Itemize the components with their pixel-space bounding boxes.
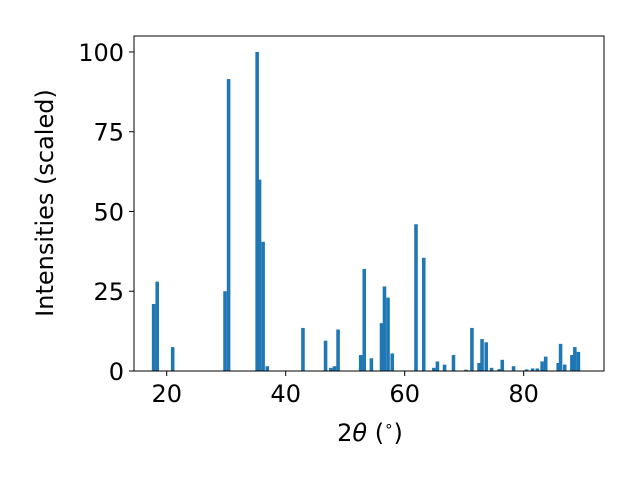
bar — [421, 257, 426, 371]
bar — [435, 361, 440, 371]
bar — [386, 297, 390, 371]
bar — [382, 286, 387, 371]
bar — [576, 351, 581, 371]
bar — [261, 241, 265, 371]
x-axis-label-theta: θ — [352, 419, 367, 447]
x-axis-label-unit: ( — [367, 419, 384, 447]
y-tick-label: 50 — [93, 198, 124, 226]
bar — [470, 327, 474, 371]
x-tick-label: 60 — [389, 380, 420, 408]
bars-layer — [151, 51, 581, 371]
bar — [155, 281, 159, 371]
bar — [477, 363, 481, 371]
bar — [369, 358, 374, 371]
y-tick-label: 25 — [93, 278, 124, 306]
x-axis-label-close: ) — [393, 419, 402, 447]
bar — [556, 363, 560, 371]
bar — [464, 369, 468, 371]
bar — [379, 323, 384, 371]
x-axis-label-degree: ∘ — [384, 417, 393, 435]
x-axis-label-main: 2 — [337, 419, 352, 447]
bar — [390, 353, 394, 371]
bar — [562, 364, 567, 371]
bar — [442, 364, 447, 371]
x-axis-label: 2θ (∘) — [337, 417, 403, 447]
bar — [570, 355, 574, 371]
bar — [489, 367, 494, 371]
bar — [223, 291, 227, 371]
bar — [497, 369, 502, 371]
bar — [323, 340, 328, 371]
y-tick-label: 0 — [109, 358, 124, 386]
x-tick-label: 40 — [270, 380, 301, 408]
bar — [524, 369, 529, 371]
bar — [151, 304, 156, 371]
bar — [226, 79, 231, 371]
plot-frame — [133, 35, 605, 372]
bar — [358, 355, 363, 371]
x-tick-label: 80 — [508, 380, 539, 408]
bar — [257, 179, 262, 371]
bar — [451, 355, 456, 371]
y-tick-label: 100 — [78, 39, 124, 67]
bar — [543, 356, 548, 371]
bar — [573, 347, 577, 371]
x-tick-label: 20 — [151, 380, 182, 408]
bar — [170, 347, 175, 371]
bar — [301, 327, 305, 371]
bar — [432, 367, 436, 371]
bar — [332, 366, 337, 371]
bar — [329, 367, 333, 371]
y-axis-label: Intensities (scaled) — [31, 89, 59, 317]
bar — [530, 368, 535, 371]
y-axis-ticks: 0 25 50 75 100 — [78, 39, 134, 386]
bar — [414, 224, 418, 371]
bar — [558, 343, 563, 371]
bar — [511, 366, 516, 371]
bar — [500, 359, 505, 371]
x-axis-ticks: 20 40 60 80 — [151, 371, 539, 408]
bar — [480, 339, 484, 371]
bar — [336, 329, 340, 371]
y-tick-label: 75 — [93, 119, 124, 147]
bar — [255, 51, 259, 371]
bar — [265, 366, 270, 371]
bar — [535, 368, 540, 371]
bar — [362, 268, 367, 371]
bar — [540, 361, 544, 371]
bar — [484, 342, 488, 371]
